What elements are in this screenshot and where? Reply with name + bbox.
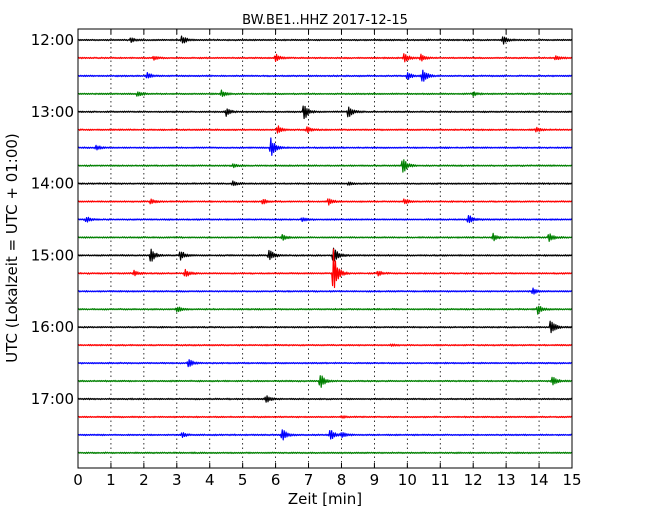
x-tick-label: 1 — [106, 471, 116, 489]
seismic-traces — [78, 35, 572, 455]
trace-1700 — [78, 395, 572, 403]
x-axis-label: Zeit [min] — [288, 490, 362, 508]
trace-1600 — [78, 320, 572, 334]
trace-1730 — [78, 429, 572, 441]
x-tick-label: 8 — [337, 471, 347, 489]
chart-title-group: BW.BE1..HHZ 2017-12-15 — [242, 13, 408, 28]
trace-1330 — [78, 137, 572, 156]
trace-1445 — [78, 232, 572, 242]
x-tick-label: 5 — [238, 471, 248, 489]
trace-1545 — [78, 305, 572, 315]
trace-1200 — [78, 35, 572, 45]
x-tick-label: 4 — [205, 471, 215, 489]
x-tick-label: 11 — [431, 471, 450, 489]
x-tick-label: 6 — [271, 471, 281, 489]
x-tick-label: 9 — [370, 471, 380, 489]
x-tick-label: 3 — [172, 471, 182, 489]
vertical-grid — [110, 29, 540, 468]
x-tick-label: 2 — [139, 471, 149, 489]
trace-1245 — [78, 89, 572, 97]
y-tick-label: 12:00 — [31, 31, 74, 49]
trace-1400 — [78, 180, 572, 187]
y-tick-label: 15:00 — [31, 246, 74, 264]
chart-title: BW.BE1..HHZ 2017-12-15 — [242, 13, 408, 28]
y-tick-label: 17:00 — [31, 390, 74, 408]
x-tick-label: 10 — [398, 471, 417, 489]
x-tick-label: 7 — [304, 471, 314, 489]
x-tick-label: 12 — [464, 471, 483, 489]
trace-1530 — [78, 287, 572, 295]
trace-1430 — [78, 215, 572, 224]
x-tick-label: 14 — [530, 471, 549, 489]
trace-1630 — [78, 359, 572, 368]
x-tick-label: 0 — [73, 471, 83, 489]
trace-1345 — [78, 159, 572, 173]
trace-1415 — [78, 198, 572, 206]
trace-1300 — [78, 105, 572, 120]
trace-1230 — [78, 69, 572, 82]
trace-1615 — [78, 343, 572, 347]
x-axis-ticks: 0 1 2 3 4 5 6 7 8 9 10 11 12 13 14 15 — [73, 29, 582, 489]
plot-frame — [77, 28, 573, 469]
trace-1500 — [78, 247, 572, 262]
y-axis-ticks: 12:00 13:00 14:00 15:00 16:00 17:00 — [31, 31, 572, 408]
y-tick-label: 14:00 — [31, 175, 74, 193]
x-tick-label: 15 — [562, 471, 581, 489]
trace-1215 — [78, 53, 572, 63]
trace-1315 — [78, 125, 572, 134]
y-tick-label: 16:00 — [31, 318, 74, 336]
y-tick-label: 13:00 — [31, 103, 74, 121]
trace-1715 — [78, 415, 572, 419]
trace-1745 — [78, 451, 572, 455]
trace-1645 — [78, 375, 572, 388]
trace-1515 — [78, 248, 572, 289]
y-axis-label: UTC (Lokalzeit = UTC + 01:00) — [3, 133, 21, 363]
x-tick-label: 13 — [497, 471, 516, 489]
